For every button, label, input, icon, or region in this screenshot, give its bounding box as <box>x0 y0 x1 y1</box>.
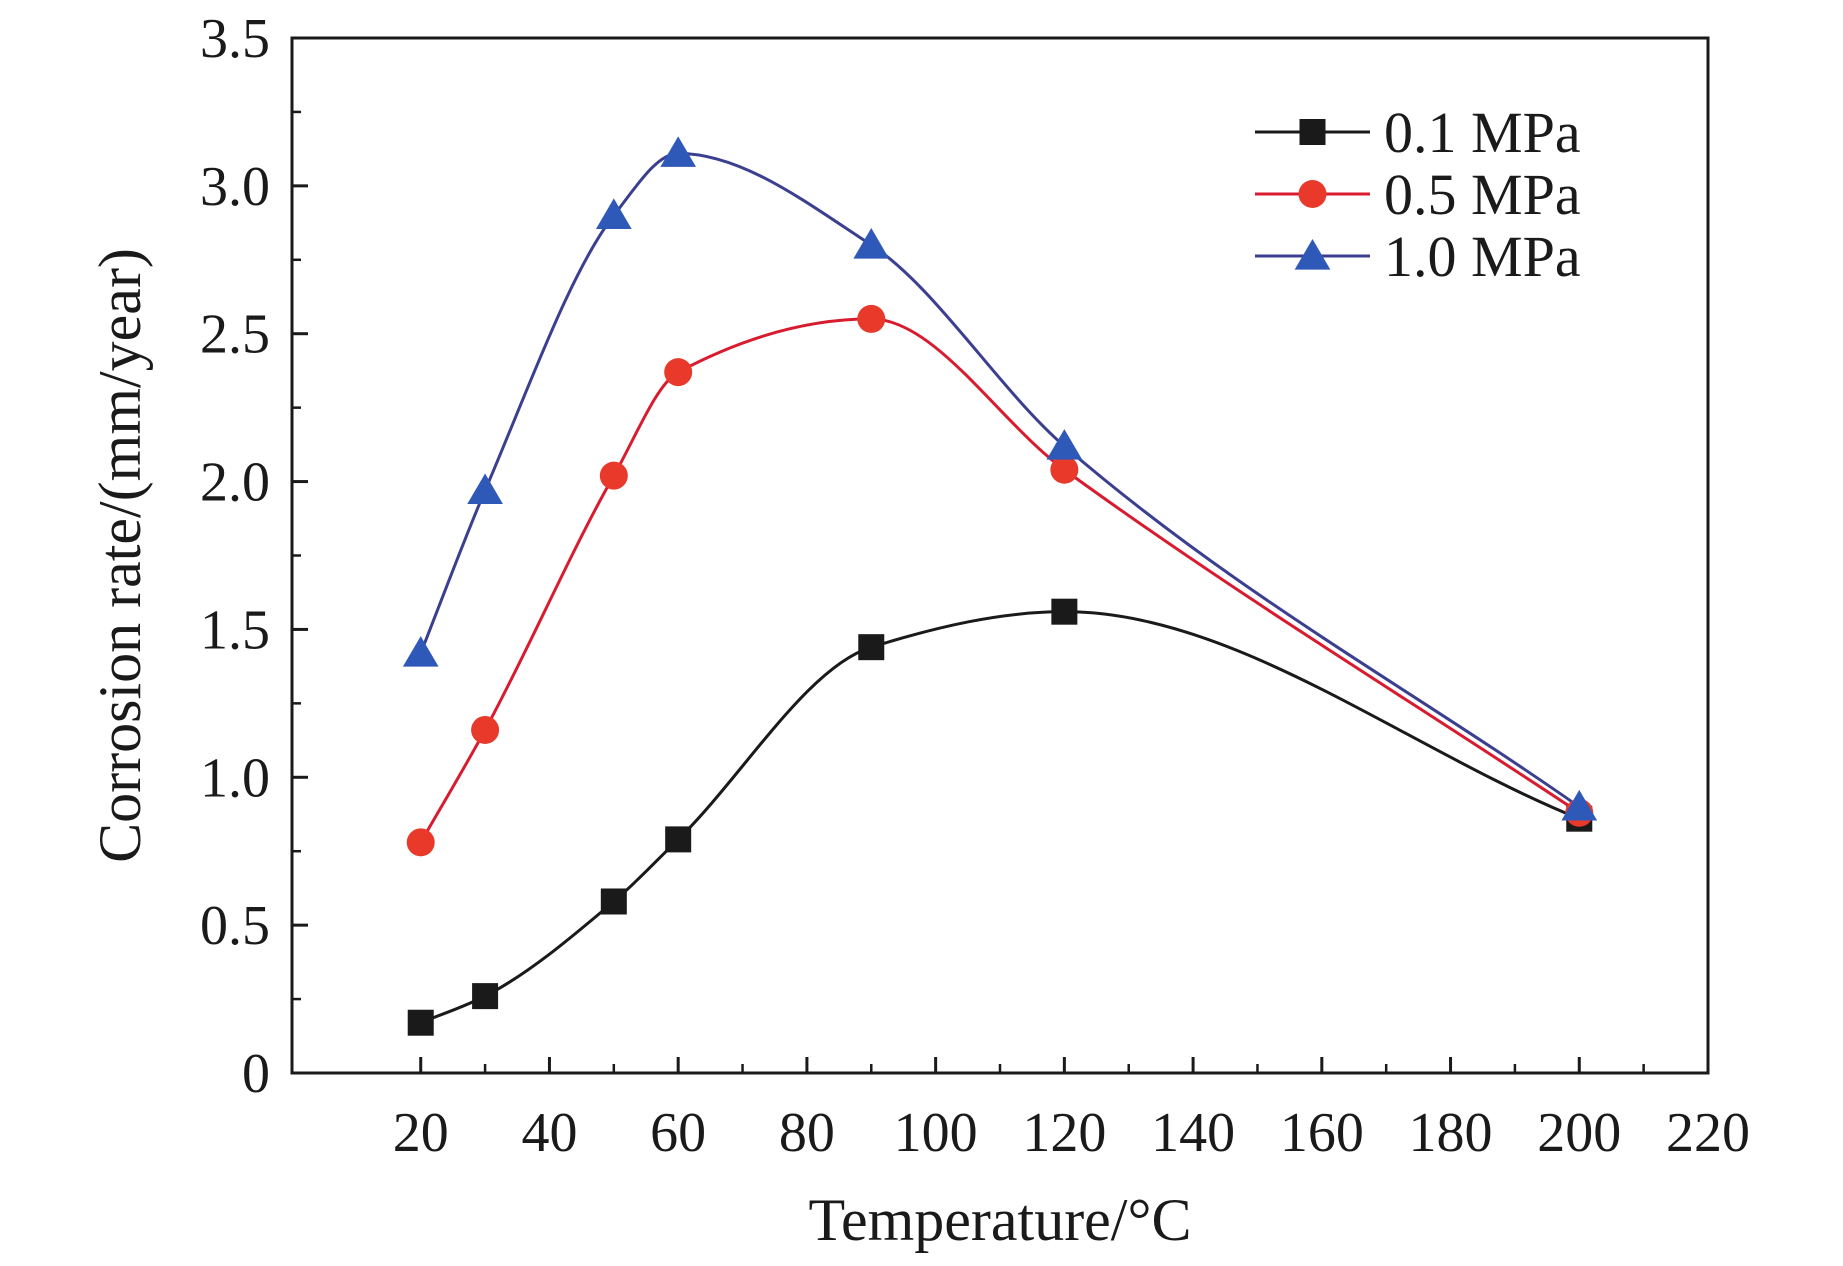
plot-frame <box>290 36 1710 1075</box>
data-point-1-0-mpa <box>1561 789 1598 821</box>
x-tick-label: 140 <box>1151 1102 1235 1164</box>
series-line-1-0-mpa <box>419 151 1581 809</box>
y-tick-label: 0 <box>242 1043 270 1105</box>
x-tick-label: 40 <box>521 1102 577 1164</box>
data-point-0-5-mpa <box>599 461 628 490</box>
x-tick-label: 20 <box>393 1102 449 1164</box>
x-tick-label: 100 <box>894 1102 978 1164</box>
y-axis-title: Corrosion rate/(mm/year) <box>87 248 153 863</box>
legend-marker-1-0-mpa <box>1294 239 1331 270</box>
data-point-0-5-mpa <box>1050 455 1079 484</box>
series-line-0-5-mpa <box>419 317 1581 844</box>
data-point-0-5-mpa <box>471 715 500 744</box>
x-tick-label: 180 <box>1409 1102 1493 1164</box>
data-point-0-1-mpa <box>665 826 692 853</box>
y-tick-label: 1.0 <box>200 747 270 809</box>
data-point-0-1-mpa <box>600 888 627 915</box>
data-point-0-1-mpa <box>472 983 499 1010</box>
legend-label-0-1-mpa: 0.1 MPa <box>1384 100 1581 165</box>
x-tick-label: 120 <box>1022 1102 1106 1164</box>
x-tick-label: 160 <box>1280 1102 1364 1164</box>
x-tick-label: 80 <box>779 1102 835 1164</box>
y-tick-label: 2.0 <box>200 452 270 514</box>
data-point-0-1-mpa <box>1051 598 1078 625</box>
data-point-0-5-mpa <box>664 358 693 387</box>
data-point-1-0-mpa <box>402 636 439 667</box>
data-point-1-0-mpa <box>467 473 503 505</box>
data-point-1-0-mpa <box>660 136 697 167</box>
y-tick-label: 2.5 <box>200 304 270 366</box>
x-tick-label: 200 <box>1537 1102 1621 1164</box>
x-axis-title: Temperature/°C <box>809 1187 1192 1253</box>
y-tick-label: 3.0 <box>200 156 270 218</box>
data-point-0-5-mpa <box>857 304 886 333</box>
data-point-0-5-mpa <box>406 828 435 857</box>
data-point-1-0-mpa <box>853 228 890 259</box>
y-tick-label: 1.5 <box>200 599 270 661</box>
y-tick-label: 0.5 <box>200 895 270 957</box>
x-tick-label: 60 <box>650 1102 706 1164</box>
y-tick-label: 3.5 <box>200 8 270 70</box>
series-line-0-1-mpa <box>420 610 1580 1025</box>
x-tick-label: 220 <box>1666 1102 1750 1164</box>
data-point-1-0-mpa <box>1046 429 1083 460</box>
legend-marker-0-5-mpa <box>1298 180 1327 208</box>
legend-label-1-0-mpa: 1.0 MPa <box>1384 224 1581 289</box>
data-point-0-1-mpa <box>858 634 885 661</box>
data-point-1-0-mpa <box>595 198 632 230</box>
legend-label-0-5-mpa: 0.5 MPa <box>1384 162 1581 227</box>
legend-marker-0-1-mpa <box>1299 119 1326 145</box>
data-point-0-1-mpa <box>407 1009 434 1036</box>
